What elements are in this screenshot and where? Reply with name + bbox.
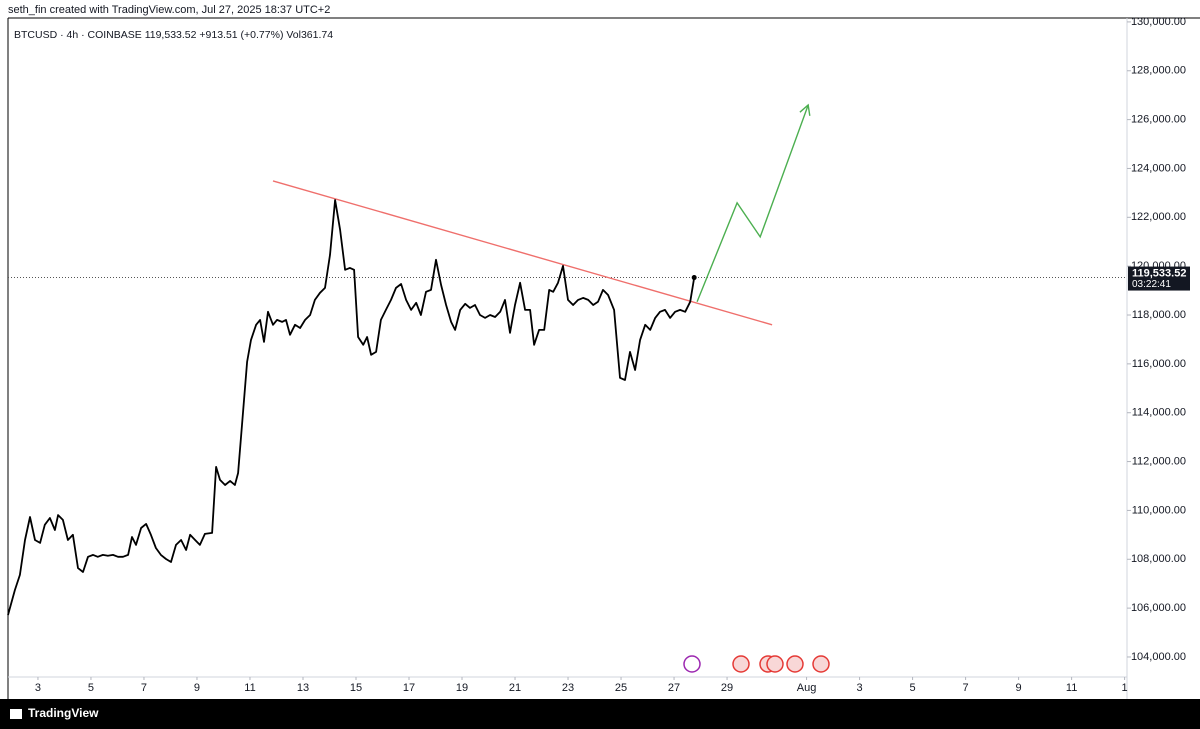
- y-tick-label: 122,000.00: [1131, 211, 1186, 223]
- y-tick-label: 118,000.00: [1132, 309, 1186, 321]
- x-tick-label: 1: [1122, 682, 1128, 694]
- x-tick-label: 7: [141, 682, 147, 694]
- event-icon: [732, 655, 750, 673]
- x-tick-label: 11: [1066, 682, 1077, 694]
- x-tick-label: 25: [615, 682, 627, 694]
- event-icon: [683, 655, 701, 673]
- y-tick-label: 124,000.00: [1131, 162, 1186, 174]
- x-tick-label: 9: [1016, 682, 1022, 694]
- y-tick-label: 116,000.00: [1132, 358, 1186, 370]
- x-tick-label: 21: [509, 682, 521, 694]
- drawing-line: [696, 104, 809, 303]
- y-tick-label: 126,000.00: [1131, 114, 1186, 126]
- x-tick-label: 23: [562, 682, 574, 694]
- x-tick-label: 3: [35, 682, 41, 694]
- price-line: [7, 199, 696, 616]
- event-icon: [766, 655, 784, 673]
- footer-bar: [0, 699, 1200, 729]
- x-tick-label: 7: [963, 682, 969, 694]
- last-point: [691, 275, 697, 281]
- event-icon: [812, 655, 830, 673]
- x-tick-label: Aug: [797, 682, 817, 694]
- x-tick-label: 17: [403, 682, 415, 694]
- y-tick-label: 112,000.00: [1132, 455, 1186, 467]
- y-tick-label: 110,000.00: [1132, 504, 1186, 516]
- x-tick-label: 27: [668, 682, 680, 694]
- x-tick-label: 29: [721, 682, 733, 694]
- x-tick-label: 5: [88, 682, 94, 694]
- x-tick-label: 19: [456, 682, 468, 694]
- footer-logo: [10, 709, 22, 719]
- legend: BTCUSD · 4h · COINBASE 119,533.52 +913.5…: [14, 29, 333, 41]
- price-label-box: [1128, 266, 1190, 291]
- x-tick-label: 9: [194, 682, 200, 694]
- y-tick-label: 108,000.00: [1131, 553, 1186, 565]
- y-tick-label: 130,000.00: [1131, 16, 1186, 28]
- x-tick-label: 3: [857, 682, 863, 694]
- drawing-line: [272, 180, 773, 326]
- arrow-head: [799, 103, 811, 116]
- x-tick-label: 15: [350, 682, 362, 694]
- price-label: 119,533.52: [1132, 267, 1186, 279]
- event-icons: [683, 655, 830, 673]
- countdown: 03:22:41: [1132, 279, 1171, 290]
- footer-text: TradingView: [28, 706, 99, 720]
- y-tick-label: 114,000.00: [1132, 407, 1186, 419]
- y-tick-label: 128,000.00: [1131, 65, 1186, 77]
- x-tick-label: 11: [244, 682, 255, 694]
- y-tick-label: 106,000.00: [1131, 602, 1186, 614]
- x-tick-label: 5: [910, 682, 916, 694]
- x-tick-label: 13: [297, 682, 309, 694]
- header: seth_fin created with TradingView.com, J…: [8, 4, 330, 16]
- y-tick-label: 104,000.00: [1131, 651, 1186, 663]
- event-icon: [786, 655, 804, 673]
